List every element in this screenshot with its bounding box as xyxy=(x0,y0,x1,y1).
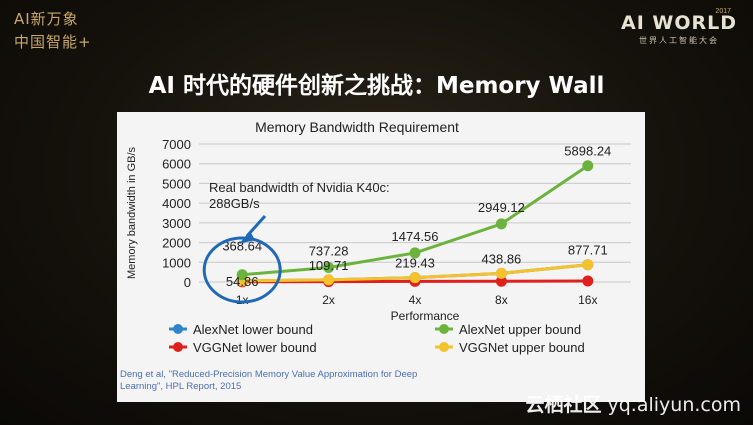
legend-swatch-marker xyxy=(439,342,449,352)
legend-label: AlexNet lower bound xyxy=(193,322,313,337)
brand-left-line2: 中国智能+ xyxy=(14,33,92,51)
data-point xyxy=(323,261,335,273)
citation: Deng et al, "Reduced-Precision Memory Va… xyxy=(120,369,480,393)
ai-world-logo: 2017 AI WORLD 世界人工智能大会 xyxy=(620,8,737,46)
annotation-text-line1: Real bandwidth of Nvidia K40c: xyxy=(209,180,390,195)
data-point xyxy=(495,218,507,230)
brand-subtitle: 世界人工智能大会 xyxy=(638,36,719,45)
data-label-upper: 2949.12 xyxy=(478,200,525,215)
data-label-lower: 438.86 xyxy=(482,251,522,266)
data-label-upper: 737.28 xyxy=(309,243,349,258)
y-tick-label: 4000 xyxy=(162,196,191,211)
data-label-upper: 368.64 xyxy=(222,239,262,254)
x-tick-label: 1x xyxy=(236,293,249,307)
y-tick-label: 7000 xyxy=(162,137,191,152)
data-point xyxy=(236,269,248,281)
data-label-lower: 54.86 xyxy=(226,274,259,289)
y-tick-label: 2000 xyxy=(162,236,191,251)
watermark-url: yq.aliyun.com xyxy=(607,394,742,416)
watermark: 云栖社区 yq.aliyun.com xyxy=(525,390,741,417)
data-point xyxy=(495,267,507,279)
x-tick-label: 8x xyxy=(495,293,508,307)
y-axis-label: Memory bandwidth in GB/s xyxy=(126,146,138,279)
legend-label: AlexNet upper bound xyxy=(459,322,581,337)
brand-name: AI WORLD xyxy=(620,12,737,34)
data-label-upper: 1474.56 xyxy=(392,229,439,244)
data-label-lower: 877.71 xyxy=(568,243,608,258)
citation-line1: Deng et al, "Reduced-Precision Memory Va… xyxy=(120,369,418,380)
data-label-lower: 109.71 xyxy=(309,258,349,273)
data-point xyxy=(323,274,335,286)
data-point xyxy=(409,272,421,284)
slide-title: AI 时代的硬件创新之挑战：Memory Wall xyxy=(148,73,605,99)
annotation-arrowhead xyxy=(239,231,255,244)
citation-line2: Learning", HPL Report, 2015 xyxy=(120,381,242,392)
y-tick-label: 6000 xyxy=(162,157,191,172)
chart-panel: Memory Bandwidth Requirement 0 1000 2000 300… xyxy=(117,112,645,402)
data-point xyxy=(495,275,507,287)
data-point xyxy=(409,247,421,259)
x-axis-label: Performance xyxy=(391,309,460,323)
x-tick-label: 4x xyxy=(409,293,422,307)
brand-year: 2017 xyxy=(715,8,731,15)
y-tick-label: 5000 xyxy=(162,176,191,191)
chart-title: Memory Bandwidth Requirement xyxy=(255,119,459,135)
data-point xyxy=(582,275,594,287)
legend-swatch-marker xyxy=(173,324,183,334)
x-tick-label: 16x xyxy=(578,293,597,307)
brand-left-line1: AI新万象 xyxy=(14,10,79,28)
data-point xyxy=(582,160,594,172)
legend-swatch-marker xyxy=(439,324,449,334)
ai-new-vision-logo: AI新万象 中国智能+ xyxy=(14,8,92,52)
data-label-upper: 5898.24 xyxy=(564,144,611,159)
watermark-cn: 云栖社区 xyxy=(525,394,602,416)
y-tick-label: 0 xyxy=(184,275,191,290)
bandwidth-chart: Memory Bandwidth Requirement 0 1000 2000 300… xyxy=(126,119,631,355)
legend-swatch-marker xyxy=(173,342,183,352)
y-tick-label: 1000 xyxy=(162,255,191,270)
legend-label: VGGNet lower bound xyxy=(193,340,317,355)
highlight-ellipse xyxy=(202,236,282,304)
data-point xyxy=(582,259,594,271)
annotation-text-line2: 288GB/s xyxy=(209,196,260,211)
data-label-lower: 219.43 xyxy=(395,256,435,271)
x-tick-label: 2x xyxy=(322,293,335,307)
legend-label: VGGNet upper bound xyxy=(459,340,585,355)
y-tick-label: 3000 xyxy=(162,216,191,231)
